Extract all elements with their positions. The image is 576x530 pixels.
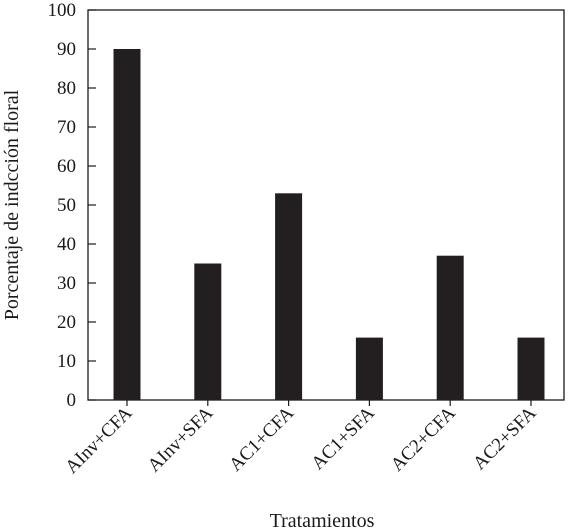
y-tick-label: 30 [57, 273, 76, 294]
bars [113, 49, 545, 400]
x-tick-label: AC1+CFA [225, 402, 298, 475]
bar [194, 263, 222, 400]
y-tick-label: 60 [57, 156, 76, 177]
y-tick-label: 10 [57, 351, 76, 372]
x-axis: AInv+CFA AInv+SFA AC1+CFA AC1+SFA AC2+CFA AC2… [61, 400, 541, 478]
bar [355, 337, 383, 400]
bar [436, 255, 464, 400]
y-tick-label: 50 [57, 195, 76, 216]
x-tick-label: AInv+CFA [61, 402, 136, 477]
y-tick-label: 90 [57, 39, 76, 60]
y-tick-label: 80 [57, 78, 76, 99]
x-tick-label: AInv+SFA [144, 402, 218, 476]
y-tick-label: 70 [57, 117, 76, 138]
y-tick-label: 100 [48, 0, 77, 21]
y-axis: 0 10 20 30 40 50 60 70 80 90 100 [48, 0, 96, 411]
plot-frame [87, 9, 565, 401]
x-tick-label: AC2+CFA [387, 402, 460, 475]
y-tick-label: 40 [57, 234, 76, 255]
y-axis-title: Porcentaje de indcción floral [1, 89, 23, 320]
bar [113, 49, 141, 400]
x-tick-label: AC1+SFA [307, 402, 379, 474]
y-tick-label: 0 [67, 390, 77, 411]
bar [275, 193, 303, 400]
x-axis-title: Tratamientos [270, 510, 375, 530]
y-tick-label: 20 [57, 312, 76, 333]
x-tick-label: AC2+SFA [469, 402, 541, 474]
bar [517, 337, 545, 400]
